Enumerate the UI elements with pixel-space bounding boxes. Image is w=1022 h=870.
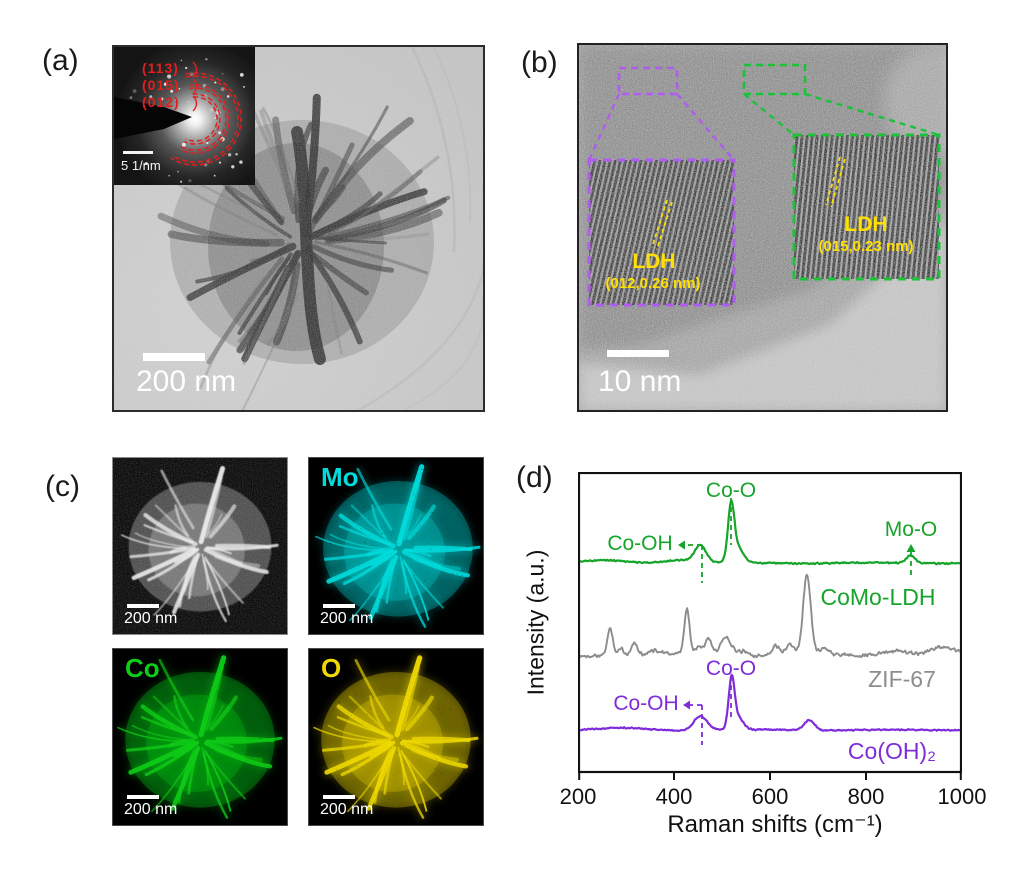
annotation-co-oh-purple: Co-OH	[613, 692, 679, 715]
ldh-label-purple: LDH	[632, 250, 676, 273]
saed-scale-bar	[123, 151, 153, 154]
ldh-plane-green: (015,0.23 nm)	[818, 238, 914, 255]
ldh-plane-purple: (012,0.26 nm)	[605, 275, 701, 292]
saed-ring-label-012: (012)	[142, 94, 180, 110]
series-label-zif67: ZIF-67	[868, 666, 936, 692]
series-label-comoldh: CoMo-LDH	[820, 584, 936, 610]
saed-inset	[114, 47, 255, 185]
scale-label-b: 10 nm	[598, 365, 682, 398]
annotation-co-oh-green: Co-OH	[607, 532, 673, 555]
scale-bar-co	[127, 795, 159, 799]
scale-label-mo: 200 nm	[320, 610, 374, 627]
scale-label-o: 200 nm	[320, 801, 374, 818]
panel-c-label: (c)	[45, 470, 80, 503]
hrtem-b-art	[579, 45, 994, 410]
ldh-label-green: LDH	[844, 213, 888, 236]
scale-bar-a	[143, 353, 205, 361]
stem-image: 200 nm	[112, 457, 288, 635]
annotation-co-o-green: Co-O	[705, 479, 757, 502]
x-tick-200: 200	[559, 784, 597, 809]
ring-label-braces	[192, 61, 198, 112]
eds-map-mo: Mo 200 nm	[308, 457, 484, 635]
panel-a-label: (a)	[42, 44, 79, 77]
scale-label-stem: 200 nm	[124, 610, 178, 627]
scale-label-a: 200 nm	[136, 365, 237, 398]
saed-ring-label-015: (015)	[142, 77, 180, 93]
x-axis-title: Raman shifts (cm⁻¹)	[667, 811, 883, 838]
x-tick-1000: 1000	[937, 784, 987, 809]
x-tick-800: 800	[847, 784, 885, 809]
saed-ring-arcs	[170, 72, 242, 166]
series-label-cooh2: Co(OH)₂	[847, 738, 937, 764]
map-label-o: O	[321, 653, 342, 683]
purple-inset-frames	[587, 66, 736, 307]
map-label-co: Co	[125, 653, 160, 683]
annotation-co-o-purple: Co-O	[705, 657, 757, 680]
scale-bar-o	[323, 795, 355, 799]
panel-b-label: (b)	[521, 46, 558, 79]
y-axis-title: Intensity (a.u.)	[522, 549, 549, 696]
saed-scale-label: 5 1/nm	[121, 158, 161, 173]
panel-d-label: (d)	[516, 461, 553, 494]
saed-ring-label-113: (113)	[142, 60, 179, 76]
lattice-fringe-markers	[651, 156, 846, 250]
scale-label-co: 200 nm	[124, 801, 178, 818]
eds-map-o: O 200 nm	[308, 648, 484, 826]
scale-bar-b	[607, 350, 669, 357]
map-label-mo: Mo	[321, 462, 359, 492]
scale-bar-mo	[323, 604, 355, 608]
x-tick-600: 600	[751, 784, 789, 809]
raman-chart	[577, 471, 963, 784]
scale-bar-stem	[127, 604, 159, 608]
annotation-mo-o-green: Mo-O	[884, 518, 938, 541]
tem-image-a: (113) (015) (012) 5 1/nm 200 nm	[112, 45, 490, 414]
hrtem-image-b: LDH (012,0.26 nm) LDH (015,0.23 nm) 10 n…	[577, 43, 994, 412]
green-inset-frames	[742, 63, 941, 281]
beam-stop	[114, 97, 192, 139]
eds-map-co: Co 200 nm	[112, 648, 288, 826]
x-tick-400: 400	[655, 784, 693, 809]
